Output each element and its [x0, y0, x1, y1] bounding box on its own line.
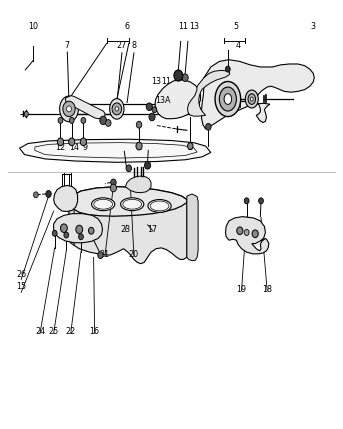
- Circle shape: [58, 118, 63, 124]
- Circle shape: [79, 234, 83, 240]
- Text: 21: 21: [100, 251, 110, 260]
- Polygon shape: [20, 139, 211, 162]
- Circle shape: [111, 179, 116, 186]
- Text: 26: 26: [16, 270, 26, 279]
- Circle shape: [24, 112, 28, 117]
- Circle shape: [98, 252, 103, 259]
- Circle shape: [146, 103, 152, 111]
- Text: 15: 15: [16, 282, 26, 291]
- Circle shape: [69, 118, 74, 124]
- Circle shape: [225, 66, 230, 72]
- Circle shape: [244, 230, 249, 236]
- Text: 7: 7: [65, 41, 70, 50]
- Polygon shape: [69, 197, 74, 245]
- Ellipse shape: [110, 99, 124, 119]
- Ellipse shape: [60, 96, 79, 122]
- Ellipse shape: [245, 90, 258, 108]
- Circle shape: [144, 161, 151, 169]
- Circle shape: [174, 70, 183, 81]
- Text: 22: 22: [66, 327, 76, 336]
- Text: 13: 13: [189, 21, 199, 30]
- Circle shape: [46, 190, 51, 197]
- Text: 27: 27: [117, 41, 127, 50]
- Polygon shape: [202, 60, 314, 129]
- Circle shape: [115, 107, 119, 111]
- Text: 9: 9: [83, 143, 88, 152]
- Text: 10: 10: [28, 21, 38, 30]
- Ellipse shape: [248, 94, 256, 104]
- Polygon shape: [225, 217, 269, 254]
- Text: 20: 20: [129, 251, 139, 260]
- Polygon shape: [126, 176, 151, 193]
- Ellipse shape: [92, 198, 115, 211]
- Circle shape: [69, 138, 75, 146]
- Circle shape: [136, 142, 142, 150]
- Ellipse shape: [148, 199, 171, 212]
- Circle shape: [188, 143, 193, 149]
- Ellipse shape: [250, 97, 253, 101]
- Ellipse shape: [150, 201, 169, 211]
- Circle shape: [76, 225, 83, 234]
- Text: 2: 2: [188, 143, 193, 152]
- Ellipse shape: [215, 82, 241, 117]
- Circle shape: [57, 138, 63, 146]
- Text: 25: 25: [48, 327, 59, 336]
- Circle shape: [252, 230, 258, 238]
- Circle shape: [112, 103, 122, 115]
- Text: 16: 16: [90, 327, 99, 336]
- Ellipse shape: [123, 199, 142, 209]
- Circle shape: [106, 120, 111, 127]
- Text: 14: 14: [69, 143, 79, 152]
- Text: 13: 13: [151, 77, 161, 86]
- Circle shape: [244, 198, 249, 204]
- Text: 13A: 13A: [155, 97, 171, 106]
- Text: 5: 5: [234, 21, 239, 30]
- Text: 8: 8: [131, 41, 137, 50]
- Text: 6: 6: [125, 21, 130, 30]
- Ellipse shape: [94, 199, 113, 209]
- Circle shape: [237, 227, 243, 235]
- Text: 1: 1: [137, 143, 142, 152]
- Polygon shape: [155, 80, 201, 119]
- Circle shape: [80, 138, 86, 146]
- Polygon shape: [187, 194, 198, 261]
- Circle shape: [64, 232, 69, 238]
- Text: 4: 4: [236, 41, 240, 50]
- Ellipse shape: [121, 198, 144, 211]
- Circle shape: [149, 113, 155, 121]
- Circle shape: [52, 230, 57, 236]
- Polygon shape: [54, 214, 103, 243]
- Circle shape: [63, 101, 75, 117]
- Text: 23: 23: [120, 225, 130, 234]
- Circle shape: [67, 106, 71, 112]
- Circle shape: [206, 124, 211, 130]
- Text: 12: 12: [56, 143, 66, 152]
- Ellipse shape: [224, 94, 232, 104]
- Text: 19: 19: [236, 284, 247, 293]
- Circle shape: [110, 184, 117, 192]
- Circle shape: [60, 224, 67, 233]
- Text: 11: 11: [161, 77, 172, 86]
- Ellipse shape: [219, 87, 236, 111]
- Circle shape: [81, 118, 86, 124]
- Circle shape: [182, 74, 188, 82]
- Polygon shape: [35, 143, 197, 158]
- Text: 18: 18: [262, 284, 272, 293]
- Circle shape: [34, 192, 38, 198]
- Text: 3: 3: [311, 21, 316, 30]
- Circle shape: [152, 107, 157, 113]
- Circle shape: [259, 198, 263, 204]
- Text: 24: 24: [35, 327, 45, 336]
- Circle shape: [126, 165, 131, 172]
- Polygon shape: [54, 185, 78, 211]
- Circle shape: [88, 227, 94, 234]
- Text: 11: 11: [178, 21, 188, 30]
- Circle shape: [136, 121, 142, 128]
- Circle shape: [100, 116, 107, 125]
- Text: 17: 17: [147, 225, 158, 234]
- Polygon shape: [69, 187, 187, 216]
- Polygon shape: [188, 70, 229, 116]
- Polygon shape: [66, 96, 105, 119]
- Polygon shape: [69, 187, 187, 264]
